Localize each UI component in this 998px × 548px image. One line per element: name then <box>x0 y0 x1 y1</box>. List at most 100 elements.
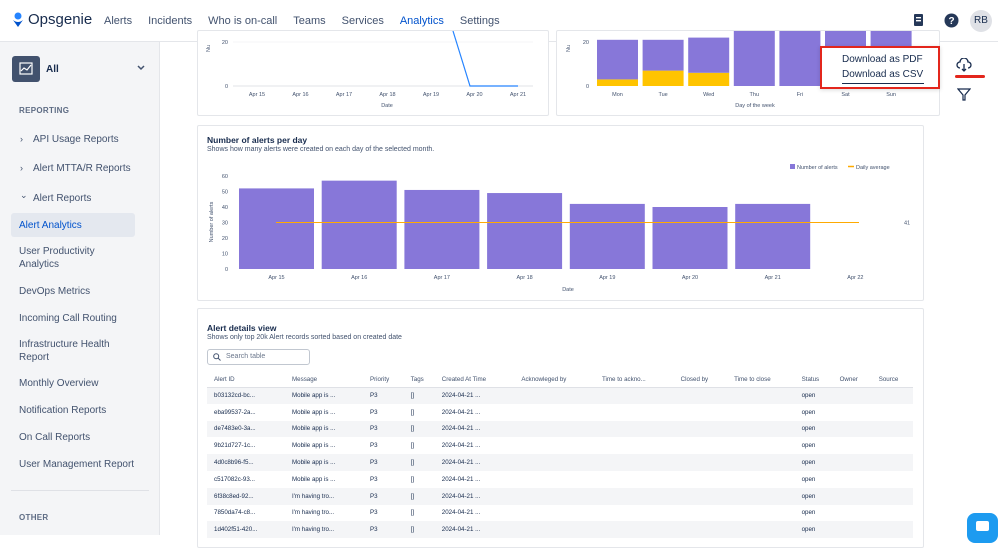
table-cell <box>594 487 674 505</box>
table-row[interactable]: 1d402f51-420... I'm having tro... P3[] 2024… <box>207 521 913 539</box>
column-header[interactable]: Source <box>871 373 913 388</box>
column-header[interactable]: Created At Time <box>434 373 515 388</box>
table-cell <box>727 471 795 488</box>
table-cell <box>594 420 674 438</box>
table-cell: 9b21d727-1c... <box>214 442 256 450</box>
table-cell <box>673 487 728 505</box>
table-row[interactable]: de7483e0-3a... Mobile app is ... P3[] 2024-… <box>207 420 913 438</box>
column-header[interactable]: Alert ID <box>207 373 285 388</box>
sidebar-item-user-management-report[interactable]: User Management Report <box>19 459 135 470</box>
sidebar-item-alert-analytics[interactable]: Alert Analytics <box>19 220 82 231</box>
column-header[interactable]: Owner <box>832 373 872 388</box>
table-cell <box>514 454 595 471</box>
x-axis-label: Date <box>562 287 574 293</box>
chart-title: Number of alerts per day <box>207 135 308 145</box>
y-axis-label: Nu <box>566 45 572 52</box>
filter-icon[interactable] <box>957 88 971 101</box>
table-title: Alert details view <box>207 323 277 333</box>
nav-alerts[interactable]: Alerts <box>104 15 133 27</box>
column-header[interactable]: Closed by <box>673 373 728 388</box>
table-cell <box>727 437 795 454</box>
table-cell <box>832 387 872 404</box>
sidebar-item-on-call-reports[interactable]: On Call Reports <box>19 432 91 443</box>
column-header[interactable]: Time to ackno... <box>594 373 674 388</box>
x-tick: Fri <box>797 92 803 98</box>
table-cell: Mobile app is ... <box>292 475 336 483</box>
line-chart: Nu 20 0 Apr 15 Apr 16 Apr 17 Apr 18 Apr 19 Ap… <box>206 30 533 109</box>
table-cell <box>832 454 872 471</box>
table-cell: c517082c-93... <box>214 475 255 483</box>
table-cell: [] <box>410 509 415 517</box>
y-tick: 50 <box>222 190 228 196</box>
table-cell <box>595 404 674 421</box>
sidebar-item-alert-mtta-r-reports[interactable]: Alert MTTA/R Reports <box>33 163 131 174</box>
table-cell <box>727 487 795 505</box>
chevron-down-icon <box>137 65 145 71</box>
help-icon[interactable]: ? <box>944 13 959 28</box>
user-avatar[interactable]: RB <box>970 10 992 32</box>
table-cell: [] <box>410 475 415 483</box>
chevron-right-icon: › <box>20 134 23 144</box>
table-cell <box>871 420 913 438</box>
scope-selector[interactable]: All <box>12 56 152 84</box>
opsgenie-logo[interactable]: Opsgenie <box>12 11 92 28</box>
search-input[interactable]: Search table <box>207 349 310 365</box>
table-cell <box>871 521 913 539</box>
table-cell: eba99537-2a... <box>214 408 256 416</box>
sidebar: All REPORTING › API Usage Reports › Aler… <box>0 42 160 535</box>
search-icon <box>213 353 221 361</box>
column-header[interactable]: Message <box>285 373 363 388</box>
column-header[interactable]: Status <box>794 373 833 388</box>
table-cell <box>514 387 595 404</box>
table-cell: Mobile app is ... <box>285 387 363 404</box>
table-row[interactable]: b03132cd-bc... Mobile app is ... P3[] 2024-… <box>207 387 913 404</box>
main-nav: Alerts Incidents Who is on-call Teams Se… <box>96 0 508 42</box>
download-cloud-icon[interactable] <box>956 58 972 72</box>
sidebar-item-user-productivity-analytics[interactable]: User Productivity Analytics <box>19 246 95 270</box>
table-cell: 2024-04-21 ... <box>434 521 515 539</box>
download-as-csv-option[interactable]: Download as CSV <box>842 69 924 80</box>
whats-new-icon[interactable] <box>912 13 926 27</box>
y-axis-label: Nu <box>206 45 212 52</box>
table-cell <box>727 387 795 404</box>
table-cell: [] <box>403 521 435 539</box>
table-cell <box>514 487 595 505</box>
table-cell <box>833 505 872 522</box>
nav-incidents[interactable]: Incidents <box>148 15 193 27</box>
table-cell <box>514 404 595 421</box>
table-cell <box>595 437 674 454</box>
download-as-pdf-option[interactable]: Download as PDF <box>842 54 923 65</box>
sidebar-item-alert-reports[interactable]: Alert Reports <box>33 193 92 204</box>
table-cell <box>833 471 872 488</box>
table-row[interactable]: 9b21d727-1c... Mobile app is ... P3 [] 2024-… <box>207 437 913 454</box>
table-cell <box>872 437 913 454</box>
sidebar-item-infrastructure-health-report[interactable]: Infrastructure Health Report <box>19 339 110 363</box>
column-header[interactable]: Tags <box>403 373 435 388</box>
bar <box>239 188 314 269</box>
y-tick: 30 <box>222 221 228 227</box>
sidebar-item-incoming-call-routing[interactable]: Incoming Call Routing <box>19 313 117 324</box>
sidebar-item-notification-reports[interactable]: Notification Reports <box>19 405 107 416</box>
nav-settings[interactable]: Settings <box>459 15 500 27</box>
nav-teams[interactable]: Teams <box>293 15 326 27</box>
column-header[interactable]: Acknowleged by <box>514 373 595 388</box>
table-row[interactable]: c517082c-93... Mobile app is ... P3 [] 2024-… <box>207 471 913 488</box>
nav-who-is-on-call[interactable]: Who is on-call <box>208 15 278 27</box>
chat-button[interactable] <box>967 513 998 543</box>
sidebar-item-monthly-overview[interactable]: Monthly Overview <box>19 378 99 389</box>
table-row[interactable]: 4d0c8b96-f5... Mobile app is ... P3[] 2024-… <box>207 454 913 471</box>
sidebar-item-api-usage-reports[interactable]: API Usage Reports <box>33 134 119 145</box>
table-cell: I'm having tro... <box>292 509 335 517</box>
sidebar-item-devops-metrics[interactable]: DevOps Metrics <box>19 286 91 297</box>
table-cell: 4d0c8b96-f5... <box>207 454 285 471</box>
x-tick: Tue <box>658 92 667 98</box>
y-tick: 20 <box>222 236 228 242</box>
table-row[interactable]: 7850da74-c8... I'm having tro... P3 [] 2024-… <box>207 505 913 522</box>
x-tick: Apr 16 <box>292 92 308 98</box>
column-header[interactable]: Time to close <box>727 373 795 388</box>
column-header[interactable]: Priority <box>362 373 404 388</box>
table-row[interactable]: 6f38c8ed-92... I'm having tro... P3[] 2024-… <box>207 487 913 505</box>
bar-segment-purple <box>642 39 684 71</box>
nav-services[interactable]: Services <box>341 15 384 27</box>
table-row[interactable]: eba99537-2a... Mobile app is ... P3 [] 2024-… <box>207 404 913 421</box>
